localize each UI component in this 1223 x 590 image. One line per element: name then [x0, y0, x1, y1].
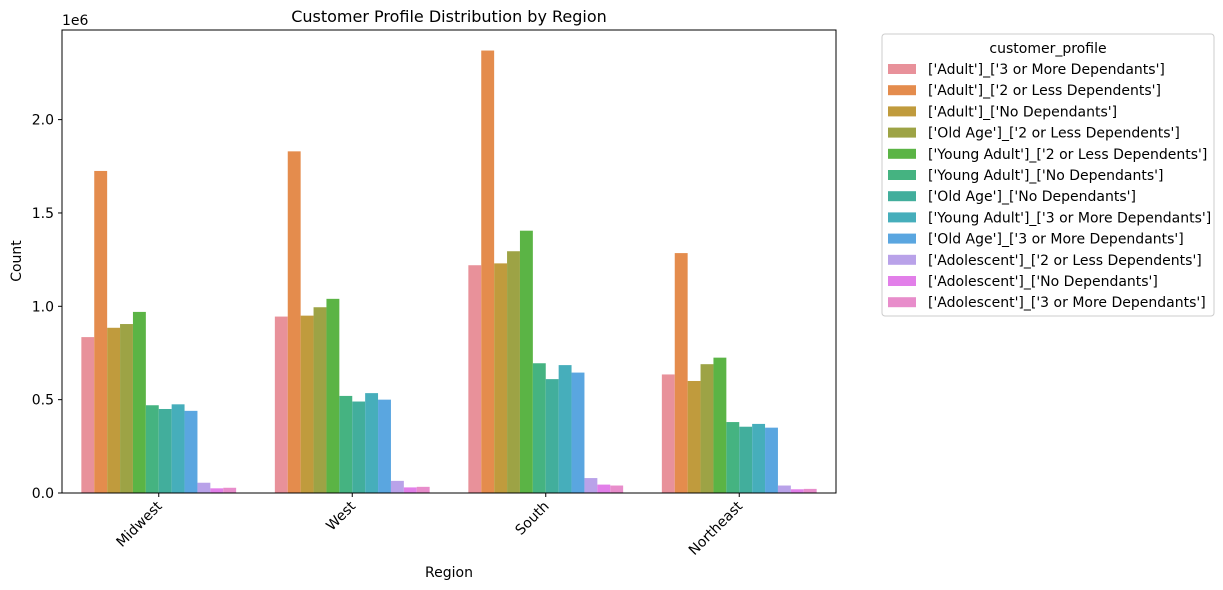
bar	[700, 364, 714, 493]
bar	[197, 482, 211, 493]
legend-label: ['Young Adult']_['No Dependants']	[928, 168, 1163, 184]
bar	[558, 365, 572, 493]
bar	[584, 478, 598, 493]
bar	[287, 151, 301, 493]
bar	[765, 427, 778, 493]
bar	[713, 357, 727, 493]
legend-swatch	[888, 106, 916, 117]
y-tick-label: 0.5	[32, 393, 54, 409]
x-axis-label: Region	[425, 565, 473, 581]
legend-swatch	[888, 297, 916, 308]
y-axis-label: Count	[9, 240, 25, 282]
bar	[365, 393, 379, 493]
bar	[416, 486, 430, 493]
bar	[120, 324, 133, 493]
bar	[481, 50, 495, 493]
x-tick-label: South	[512, 499, 552, 539]
y-tick-label: 1.5	[32, 206, 54, 222]
legend-label: ['Adult']_['2 or Less Dependents']	[928, 83, 1161, 99]
x-axis: Midwest West South Northeast	[113, 493, 746, 559]
bar	[326, 298, 340, 493]
bar	[674, 253, 688, 493]
legend-swatch	[888, 148, 916, 159]
plot-frame	[61, 29, 837, 494]
bar	[158, 408, 172, 493]
bar	[661, 374, 675, 493]
bar	[777, 485, 791, 493]
bars-group	[81, 50, 817, 493]
bar	[300, 315, 314, 493]
bar	[274, 316, 288, 493]
bar	[145, 405, 159, 493]
legend-swatch	[888, 64, 916, 74]
bar	[468, 265, 482, 493]
legend-label: ['Young Adult']_['2 or Less Dependents']	[928, 147, 1207, 163]
bar	[107, 327, 121, 493]
bar	[519, 230, 533, 493]
legend-label: ['Young Adult']_['3 or More Dependants']	[928, 210, 1211, 226]
bar	[171, 404, 185, 493]
legend: customer_profile ['Adult']_['3 or More D…	[881, 33, 1215, 317]
bar	[532, 363, 546, 493]
bar	[803, 488, 817, 493]
legend-title: customer_profile	[989, 41, 1106, 57]
y-tick-label: 1.0	[32, 299, 54, 315]
bar	[378, 399, 391, 493]
legend-swatch	[888, 170, 916, 180]
bar	[545, 379, 559, 493]
legend-frame	[881, 33, 1215, 317]
legend-swatch	[888, 85, 916, 96]
bar	[687, 380, 701, 493]
bar	[726, 422, 740, 493]
bar	[790, 489, 804, 493]
legend-swatch	[888, 233, 916, 244]
legend-items: ['Adult']_['3 or More Dependants'] ['Adul…	[888, 62, 1211, 311]
bar	[223, 487, 237, 493]
y-axis: 0.0 0.5 1.0 1.5 2.0	[32, 113, 62, 502]
bar	[339, 395, 353, 493]
legend-label: ['Adolescent']_['2 or Less Dependents']	[928, 253, 1202, 269]
bar	[81, 337, 95, 493]
bar	[94, 170, 108, 493]
legend-label: ['Old Age']_['2 or Less Dependents']	[928, 126, 1180, 142]
bar	[132, 311, 146, 493]
legend-label: ['Adolescent']_['No Dependants']	[928, 274, 1158, 290]
y-offset-label: 1e6	[62, 13, 89, 29]
bar	[507, 251, 520, 493]
bar	[210, 488, 224, 493]
bar	[610, 485, 624, 493]
legend-swatch	[888, 276, 916, 286]
bar	[494, 263, 508, 493]
bar	[739, 426, 753, 493]
legend-label: ['Adult']_['3 or More Dependants']	[928, 62, 1165, 78]
legend-label: ['Old Age']_['3 or More Dependants']	[928, 232, 1184, 248]
bar	[571, 372, 585, 493]
y-tick-label: 0.0	[32, 486, 54, 502]
bar	[597, 484, 611, 493]
x-tick-label: Midwest	[113, 498, 165, 550]
bar	[352, 401, 366, 493]
bar	[313, 307, 327, 493]
x-tick-label: Northeast	[686, 498, 747, 559]
legend-swatch	[888, 254, 916, 265]
legend-label: ['Adult']_['No Dependants']	[928, 104, 1117, 120]
chart-title: Customer Profile Distribution by Region	[291, 7, 607, 26]
bar	[390, 480, 404, 493]
y-tick-label: 2.0	[32, 113, 54, 129]
x-tick-label: West	[323, 498, 359, 534]
legend-swatch	[888, 212, 916, 223]
legend-label: ['Adolescent']_['3 or More Dependants']	[928, 295, 1206, 311]
legend-label: ['Old Age']_['No Dependants']	[928, 189, 1136, 205]
legend-swatch	[888, 127, 916, 138]
bar	[752, 423, 766, 493]
bar	[184, 410, 198, 493]
bar	[403, 487, 417, 493]
legend-swatch	[888, 191, 916, 202]
